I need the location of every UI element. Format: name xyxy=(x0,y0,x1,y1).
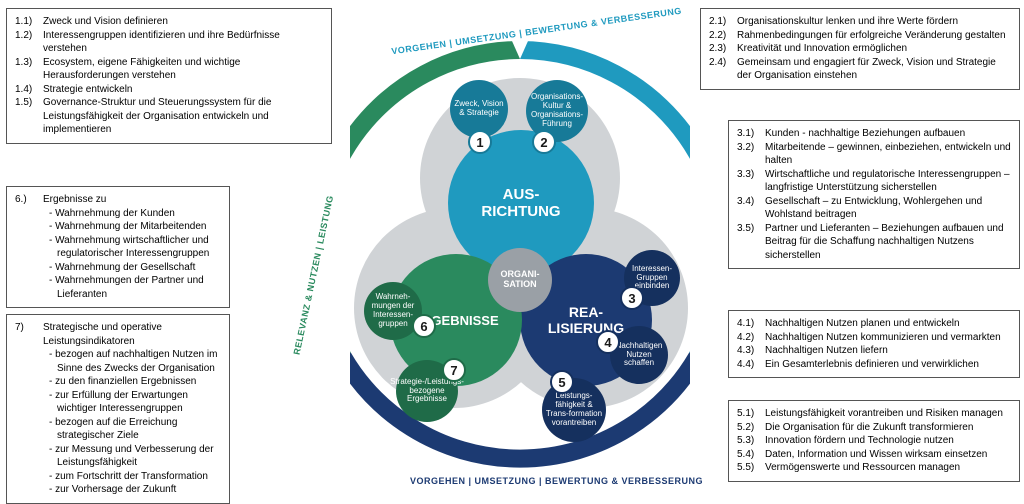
list-row: 2.1)Organisationskultur lenken und ihre … xyxy=(709,15,1011,29)
badge-2: 2 xyxy=(532,130,556,154)
label-ausrichtung: AUS- RICHTUNG xyxy=(481,186,560,220)
list-row: 4.4)Ein Gesamterlebnis definieren und ve… xyxy=(737,358,1011,372)
sub-item: - Wahrnehmung der Kunden xyxy=(57,207,221,221)
sub-item: - zum Fortschritt der Transformation xyxy=(57,470,221,484)
list-row: 4.1)Nachhaltigen Nutzen planen und entwi… xyxy=(737,317,1011,331)
list-row: 2.3)Kreativität und Innovation ermöglich… xyxy=(709,42,1011,56)
sub-item: - Wahrnehmung wirtschaftlicher und regul… xyxy=(57,234,221,261)
badge-7: 7 xyxy=(442,358,466,382)
list-row: 5.2)Die Organisation für die Zukunft tra… xyxy=(737,421,1011,435)
box-4: 4.1)Nachhaltigen Nutzen planen und entwi… xyxy=(728,310,1020,378)
list-row: 1.4)Strategie entwickeln xyxy=(15,83,323,97)
list-row: 3.3)Wirtschaftliche und regulatorische I… xyxy=(737,168,1011,195)
sub-list: - Wahrnehmung der Kunden- Wahrnehmung de… xyxy=(15,207,221,302)
badge-6: 6 xyxy=(412,314,436,338)
list-row: 5.3)Innovation fördern und Technologie n… xyxy=(737,434,1011,448)
diagram: AUS- RICHTUNG REA- LISIERUNG ERGEBNISSE … xyxy=(350,0,690,502)
list-row: 4.3)Nachhaltigen Nutzen liefern xyxy=(737,344,1011,358)
list-row: 1.3)Ecosystem, eigene Fähigkeiten und wi… xyxy=(15,56,323,83)
badge-5: 5 xyxy=(550,370,574,394)
sub-item: - zur Erfüllung der Erwartungen wichtige… xyxy=(57,389,221,416)
list-row: 1.1)Zweck und Vision definieren xyxy=(15,15,323,29)
list-row: 1.5)Governance-Struktur und Steuerungssy… xyxy=(15,96,323,137)
box-5: 5.1)Leistungsfähigkeit vorantreiben und … xyxy=(728,400,1020,482)
box-7: 7)Strategische und operative Leistungsin… xyxy=(6,314,230,504)
list-row: 5.4)Daten, Information und Wissen wirksa… xyxy=(737,448,1011,462)
sub-list: - bezogen auf nachhaltigen Nutzen im Sin… xyxy=(15,348,221,497)
badge-1: 1 xyxy=(468,130,492,154)
circle-organisation: ORGANI- SATION xyxy=(488,248,552,312)
small-4: Nachhaltigen Nutzen schaffen xyxy=(610,326,668,384)
list-row: 1.2)Interessengruppen identifizieren und… xyxy=(15,29,323,56)
sub-item: - bezogen auf die Erreichung strategisch… xyxy=(57,416,221,443)
small-1-label: Zweck, Vision & Strategie xyxy=(453,100,505,118)
list-row: 3.2)Mitarbeitende – gewinnen, einbeziehe… xyxy=(737,141,1011,168)
box-6: 6.)Ergebnisse zu- Wahrnehmung der Kunden… xyxy=(6,186,230,308)
small-2-label: Organisations-Kultur & Organisations-Füh… xyxy=(529,93,585,128)
list-row: 4.2)Nachhaltigen Nutzen kommunizieren un… xyxy=(737,331,1011,345)
sub-item: - Wahrnehmung der Gesellschaft xyxy=(57,261,221,275)
label-organisation: ORGANI- SATION xyxy=(501,270,540,290)
arc-left: RELEVANZ & NUTZEN | LEISTUNG xyxy=(292,194,336,355)
arc-bottom-right: VORGEHEN | UMSETZUNG | BEWERTUNG & VERBE… xyxy=(410,476,703,486)
box-2: 2.1)Organisationskultur lenken und ihre … xyxy=(700,8,1020,90)
list-row: 2.2)Rahmenbedingungen für erfolgreiche V… xyxy=(709,29,1011,43)
badge-4: 4 xyxy=(596,330,620,354)
badge-3: 3 xyxy=(620,286,644,310)
sub-item: - zu den finanziellen Ergebnissen xyxy=(57,375,221,389)
sub-item: - Wahrnehmungen der Partner und Lieferan… xyxy=(57,274,221,301)
sub-item: - bezogen auf nachhaltigen Nutzen im Sin… xyxy=(57,348,221,375)
list-row: 5.5)Vermögenswerte und Ressourcen manage… xyxy=(737,461,1011,475)
list-row: 7)Strategische und operative Leistungsin… xyxy=(15,321,221,348)
list-row: 3.5)Partner und Lieferanten – Beziehunge… xyxy=(737,222,1011,263)
list-row: 3.4)Gesellschaft – zu Entwicklung, Wohle… xyxy=(737,195,1011,222)
box-1: 1.1)Zweck und Vision definieren1.2)Inter… xyxy=(6,8,332,144)
list-row: 3.1)Kunden - nachhaltige Beziehungen auf… xyxy=(737,127,1011,141)
sub-item: - Wahrnehmung der Mitarbeitenden xyxy=(57,220,221,234)
sub-item: - zur Vorhersage der Zukunft xyxy=(57,483,221,497)
small-5-label: Leistungs-fähigkeit & Trans-formation vo… xyxy=(545,392,603,427)
small-4-label: Nachhaltigen Nutzen schaffen xyxy=(613,342,665,368)
box-3: 3.1)Kunden - nachhaltige Beziehungen auf… xyxy=(728,120,1020,269)
list-row: 2.4)Gemeinsam und engagiert für Zweck, V… xyxy=(709,56,1011,83)
sub-item: - zur Messung und Verbesserung der Leist… xyxy=(57,443,221,470)
list-row: 5.1)Leistungsfähigkeit vorantreiben und … xyxy=(737,407,1011,421)
list-row: 6.)Ergebnisse zu xyxy=(15,193,221,207)
